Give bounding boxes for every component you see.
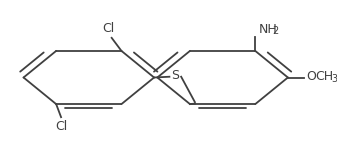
Text: 3: 3 — [331, 74, 337, 84]
Text: S: S — [171, 69, 179, 82]
Text: O: O — [306, 70, 316, 83]
Text: CH: CH — [316, 70, 334, 83]
Text: Cl: Cl — [55, 120, 67, 133]
Text: 2: 2 — [272, 26, 278, 36]
Text: Cl: Cl — [102, 22, 115, 35]
Text: NH: NH — [258, 22, 277, 35]
